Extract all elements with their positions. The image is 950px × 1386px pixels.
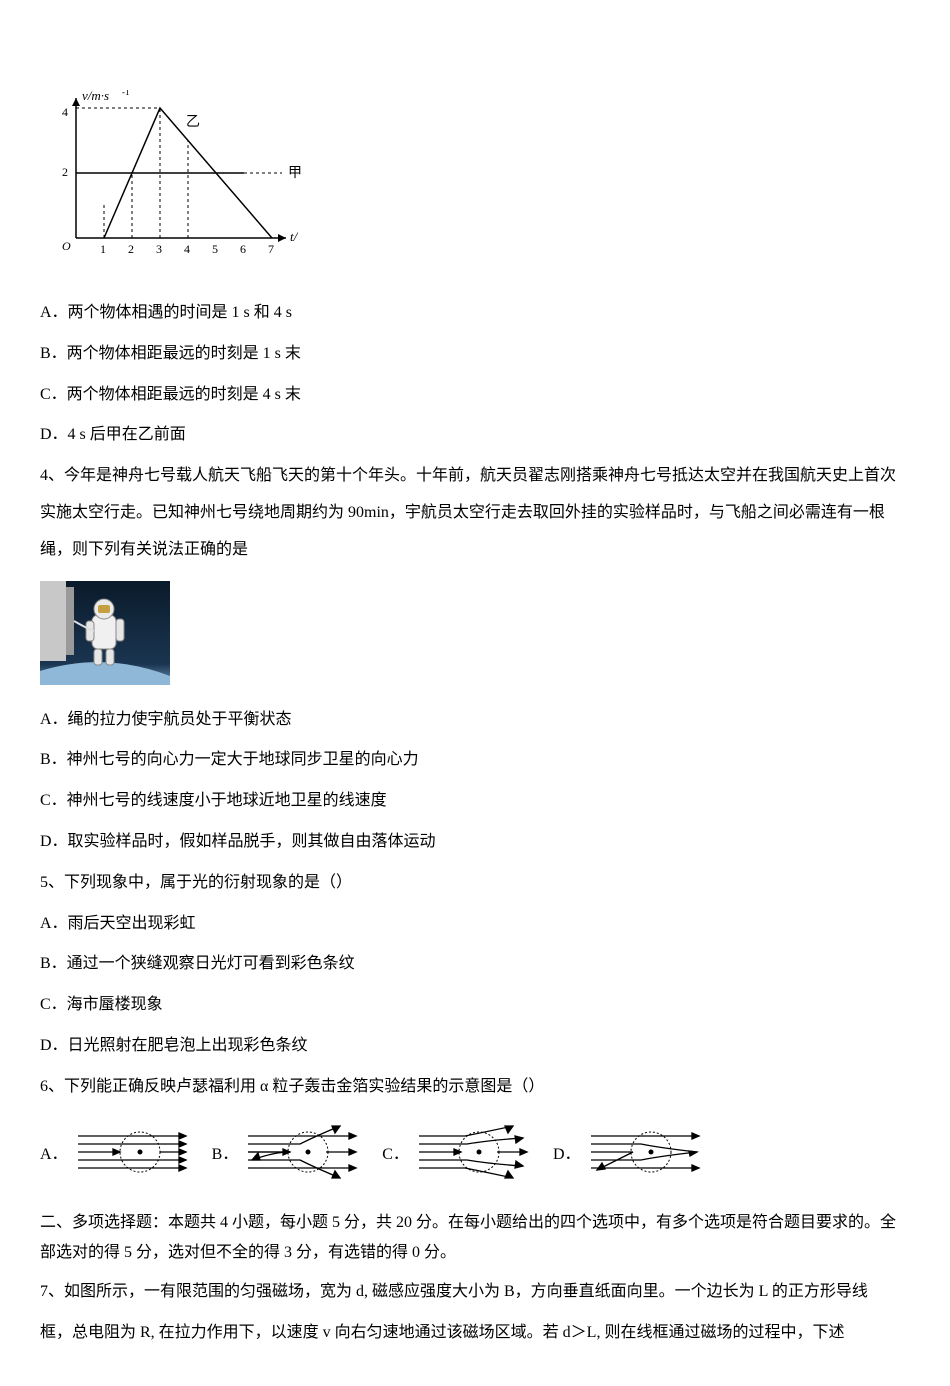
svg-text:6: 6 [240, 242, 246, 256]
svg-text:v/m·s: v/m·s [82, 90, 109, 103]
section2-heading: 二、多项选择题：本题共 4 小题，每小题 5 分，共 20 分。在每小题给出的四… [40, 1208, 910, 1269]
vt-graph-svg: 2 4 1 2 3 4 5 6 7 v/m·s -1 t/ O 甲 乙 [40, 90, 310, 270]
q4-text: 4、今年是神舟七号载人航天飞船飞天的第十个年头。十年前，航天员翟志刚搭乘神舟七号… [40, 458, 910, 568]
rutherford-diagram-a [74, 1126, 194, 1178]
q3-option-a: A．两个物体相遇的时间是 1 s 和 4 s [40, 295, 910, 332]
svg-text:1: 1 [100, 242, 106, 256]
svg-text:甲: 甲 [288, 166, 302, 181]
q3-option-c: C．两个物体相距最远的时刻是 4 s 末 [40, 377, 910, 414]
svg-text:3: 3 [156, 242, 162, 256]
q6-label-a: A． [40, 1140, 68, 1164]
q4-option-c: C．神州七号的线速度小于地球近地卫星的线速度 [40, 783, 910, 820]
q6-option-b: B． [212, 1124, 365, 1180]
rutherford-diagram-b [244, 1124, 364, 1180]
rutherford-diagram-d [587, 1124, 707, 1180]
svg-text:4: 4 [184, 242, 190, 256]
svg-text:2: 2 [62, 165, 68, 179]
q6-options-row: A． B． [40, 1124, 910, 1180]
svg-text:2: 2 [128, 242, 134, 256]
vt-graph: 2 4 1 2 3 4 5 6 7 v/m·s -1 t/ O 甲 乙 [40, 90, 910, 275]
q6-label-b: B． [212, 1140, 239, 1164]
svg-text:5: 5 [212, 242, 218, 256]
q6-option-a: A． [40, 1126, 194, 1178]
q6-option-d: D． [553, 1124, 707, 1180]
svg-text:乙: 乙 [186, 114, 200, 130]
q3-option-d: D．4 s 后甲在乙前面 [40, 417, 910, 454]
q5-option-a: A．雨后天空出现彩虹 [40, 906, 910, 943]
q5-option-b: B．通过一个狭缝观察日光灯可看到彩色条纹 [40, 946, 910, 983]
svg-text:4: 4 [62, 105, 68, 119]
q5-text: 5、下列现象中，属于光的衍射现象的是（） [40, 865, 910, 902]
q4-option-b: B．神州七号的向心力一定大于地球同步卫星的向心力 [40, 742, 910, 779]
astronaut-image [40, 581, 910, 690]
svg-text:7: 7 [268, 242, 274, 256]
svg-text:t/: t/ [290, 229, 299, 244]
q7-line2: 框，总电阻为 R, 在拉力作用下，以速度 v 向右匀速地通过该磁场区域。若 d＞… [40, 1315, 910, 1352]
svg-text:O: O [62, 239, 71, 253]
q6-option-c: C． [382, 1124, 535, 1180]
q6-label-d: D． [553, 1140, 581, 1164]
q6-text: 6、下列能正确反映卢瑟福利用 α 粒子轰击金箔实验结果的示意图是（） [40, 1069, 910, 1106]
q4-option-a: A．绳的拉力使宇航员处于平衡状态 [40, 702, 910, 739]
q5-option-d: D．日光照射在肥皂泡上出现彩色条纹 [40, 1028, 910, 1065]
q7-line1: 7、如图所示，一有限范围的匀强磁场，宽为 d, 磁感应强度大小为 B，方向垂直纸… [40, 1274, 910, 1311]
q6-label-c: C． [382, 1140, 409, 1164]
rutherford-diagram-c [415, 1124, 535, 1180]
svg-text:-1: -1 [122, 90, 130, 97]
q4-option-d: D．取实验样品时，假如样品脱手，则其做自由落体运动 [40, 824, 910, 861]
q5-option-c: C．海市蜃楼现象 [40, 987, 910, 1024]
q3-option-b: B．两个物体相距最远的时刻是 1 s 末 [40, 336, 910, 373]
